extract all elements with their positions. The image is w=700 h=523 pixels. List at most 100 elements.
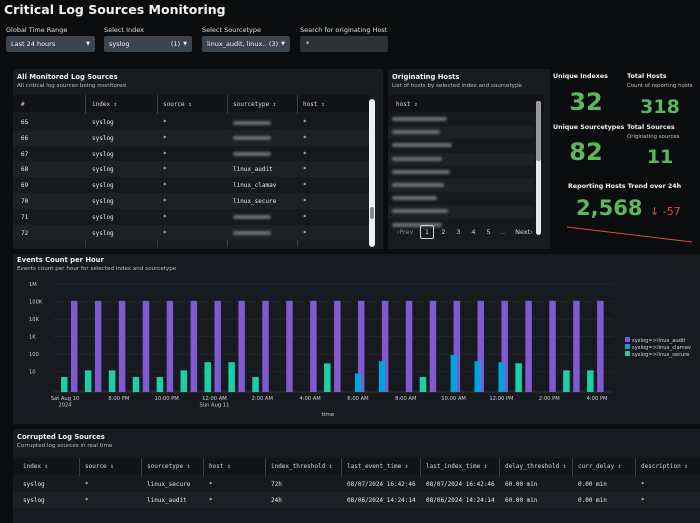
col-header-num[interactable]: # <box>21 101 25 108</box>
host-search-input[interactable]: * <box>300 36 388 52</box>
bar-syslog--linux_audit[interactable] <box>525 300 532 392</box>
bar-syslog--linux_secure[interactable] <box>515 363 522 392</box>
bar-syslog--linux_audit[interactable] <box>214 300 221 392</box>
table-cell-last-event-time: 08/06/2024 14:24:14 <box>347 497 416 504</box>
bar-syslog--linux_audit[interactable] <box>429 300 437 392</box>
bar-syslog--linux_secure[interactable] <box>156 377 164 392</box>
bar-syslog--linux_audit[interactable] <box>501 300 508 392</box>
list-item[interactable] <box>388 139 534 153</box>
col-header-host[interactable]: host ⇕ <box>209 463 231 470</box>
col-header-description[interactable]: description ⇕ <box>641 463 688 470</box>
page-1-button[interactable]: 1 <box>420 225 434 239</box>
bar-syslog--linux_audit[interactable] <box>71 300 78 392</box>
bar-syslog--linux_audit[interactable] <box>381 300 389 392</box>
index-label: Select Index <box>104 26 145 34</box>
scrollbar-thumb[interactable] <box>370 207 374 219</box>
bar-syslog--linux_audit[interactable] <box>549 300 556 392</box>
bar-syslog--linux_clamav[interactable] <box>378 361 386 392</box>
next-page-button[interactable]: Next› <box>515 228 533 236</box>
prev-page-button[interactable]: ‹Prev <box>396 228 414 236</box>
col-label: source <box>163 101 185 108</box>
bar-syslog--linux_audit[interactable] <box>166 300 174 392</box>
table-row[interactable]: 69 syslog * linux_clamav * <box>13 177 371 193</box>
list-item[interactable] <box>388 218 534 232</box>
bar-syslog--linux_secure[interactable] <box>587 370 594 392</box>
bar-syslog--linux_audit[interactable] <box>477 300 485 392</box>
bar-syslog--linux_clamav[interactable] <box>354 373 362 392</box>
table-row[interactable]: 70 syslog * linux_secure * <box>13 193 371 209</box>
col-header-curr-delay[interactable]: curr_delay ⇕ <box>578 463 622 470</box>
table-row[interactable]: syslog * linux_secure * 72h 08/07/2024 16:42:… <box>13 476 700 492</box>
table-cell-index: syslog <box>92 182 114 190</box>
bar-syslog--linux_secure[interactable] <box>563 370 570 392</box>
bar-syslog--linux_secure[interactable] <box>324 363 331 392</box>
page-5-button[interactable]: 5 <box>486 228 491 236</box>
list-item[interactable] <box>388 205 534 219</box>
bar-syslog--linux_audit[interactable] <box>118 300 126 392</box>
bar-syslog--linux_audit[interactable] <box>334 300 341 392</box>
col-header-last-event-time[interactable]: last_event_time ⇕ <box>347 463 409 470</box>
legend-item[interactable]: syslog=>linux_clamav <box>632 345 691 351</box>
bar-syslog--linux_secure[interactable] <box>204 362 211 392</box>
table-cell-index: syslog <box>92 166 114 174</box>
bar-syslog--linux_audit[interactable] <box>94 300 102 392</box>
sourcetype-dropdown[interactable]: linux_audit, linux... (3) ▼ <box>202 36 290 52</box>
bar-syslog--linux_audit[interactable] <box>453 300 461 392</box>
time-range-dropdown[interactable]: Last 24 hours ▼ <box>6 36 95 52</box>
scrollbar-thumb[interactable] <box>536 101 541 161</box>
scrollbar-track[interactable] <box>536 101 541 235</box>
table-row[interactable]: syslog * linux_audit * 24h 08/06/2024 14:24:1… <box>13 492 700 508</box>
col-header-index-threshold[interactable]: index_threshold ⇕ <box>271 463 333 470</box>
col-header-source[interactable]: source ⇕ <box>85 463 114 470</box>
table-row[interactable]: 65 syslog * * <box>13 114 371 130</box>
bar-syslog--linux_secure[interactable] <box>132 377 140 392</box>
bar-syslog--linux_audit[interactable] <box>286 300 293 392</box>
bar-syslog--linux_audit[interactable] <box>310 300 317 392</box>
bar-syslog--linux_audit[interactable] <box>238 300 245 392</box>
bar-syslog--linux_clamav[interactable] <box>498 362 505 392</box>
col-header-delay-threshold[interactable]: delay_threshold ⇕ <box>505 463 567 470</box>
col-header-index[interactable]: index ⇕ <box>23 463 49 470</box>
page-4-button[interactable]: 4 <box>471 228 476 236</box>
table-row[interactable]: 66 syslog * * <box>13 129 371 146</box>
col-header-source[interactable]: source ⇕ <box>163 101 192 108</box>
bar-syslog--linux_secure[interactable] <box>252 377 259 392</box>
list-item[interactable] <box>388 126 534 140</box>
bar-syslog--linux_audit[interactable] <box>190 300 198 392</box>
bar-syslog--linux_secure[interactable] <box>84 370 92 392</box>
bar-syslog--linux_audit[interactable] <box>573 300 580 392</box>
col-header-sourcetype[interactable]: sourcetype ⇕ <box>147 463 191 470</box>
table-row[interactable]: 68 syslog * linux_audit * <box>13 161 371 178</box>
table-row[interactable]: 67 syslog * * <box>13 145 371 162</box>
page-2-button[interactable]: 2 <box>441 228 446 236</box>
bar-syslog--linux_clamav[interactable] <box>474 361 482 392</box>
col-header-index[interactable]: index ⇕ <box>92 101 118 108</box>
list-item[interactable] <box>388 192 534 206</box>
bar-syslog--linux_audit[interactable] <box>262 300 269 392</box>
bar-syslog--linux_audit[interactable] <box>597 300 604 392</box>
col-header-sourcetype[interactable]: sourcetype ⇕ <box>233 101 277 108</box>
bar-syslog--linux_audit[interactable] <box>405 300 413 392</box>
list-item[interactable] <box>388 165 534 179</box>
bar-syslog--linux_secure[interactable] <box>419 377 427 392</box>
bar-syslog--linux_audit[interactable] <box>142 300 150 392</box>
list-item[interactable] <box>388 152 534 166</box>
table-row[interactable]: 71 syslog * * <box>13 208 371 225</box>
scrollbar-track[interactable] <box>369 99 375 247</box>
bar-syslog--linux_audit[interactable] <box>357 300 365 392</box>
legend-item[interactable]: syslog=>linux_audit <box>632 338 685 344</box>
legend-item[interactable]: syslog=>linux_secure <box>632 352 689 358</box>
col-header-host[interactable]: host ⇕ <box>303 101 325 108</box>
bar-syslog--linux_secure[interactable] <box>61 377 68 392</box>
table-row[interactable]: 72 syslog * * <box>13 224 371 241</box>
col-header-last-index-time[interactable]: last_index_time ⇕ <box>426 463 488 470</box>
bar-syslog--linux_secure[interactable] <box>228 362 235 392</box>
index-dropdown[interactable]: syslog (1) ▼ <box>104 36 192 52</box>
bar-syslog--linux_secure[interactable] <box>180 370 188 392</box>
col-header-host[interactable]: host ⇕ <box>396 101 418 108</box>
list-item[interactable] <box>388 113 534 127</box>
bar-syslog--linux_secure[interactable] <box>108 370 116 392</box>
page-3-button[interactable]: 3 <box>456 228 461 236</box>
bar-syslog--linux_clamav[interactable] <box>450 354 458 392</box>
list-item[interactable] <box>388 179 534 193</box>
